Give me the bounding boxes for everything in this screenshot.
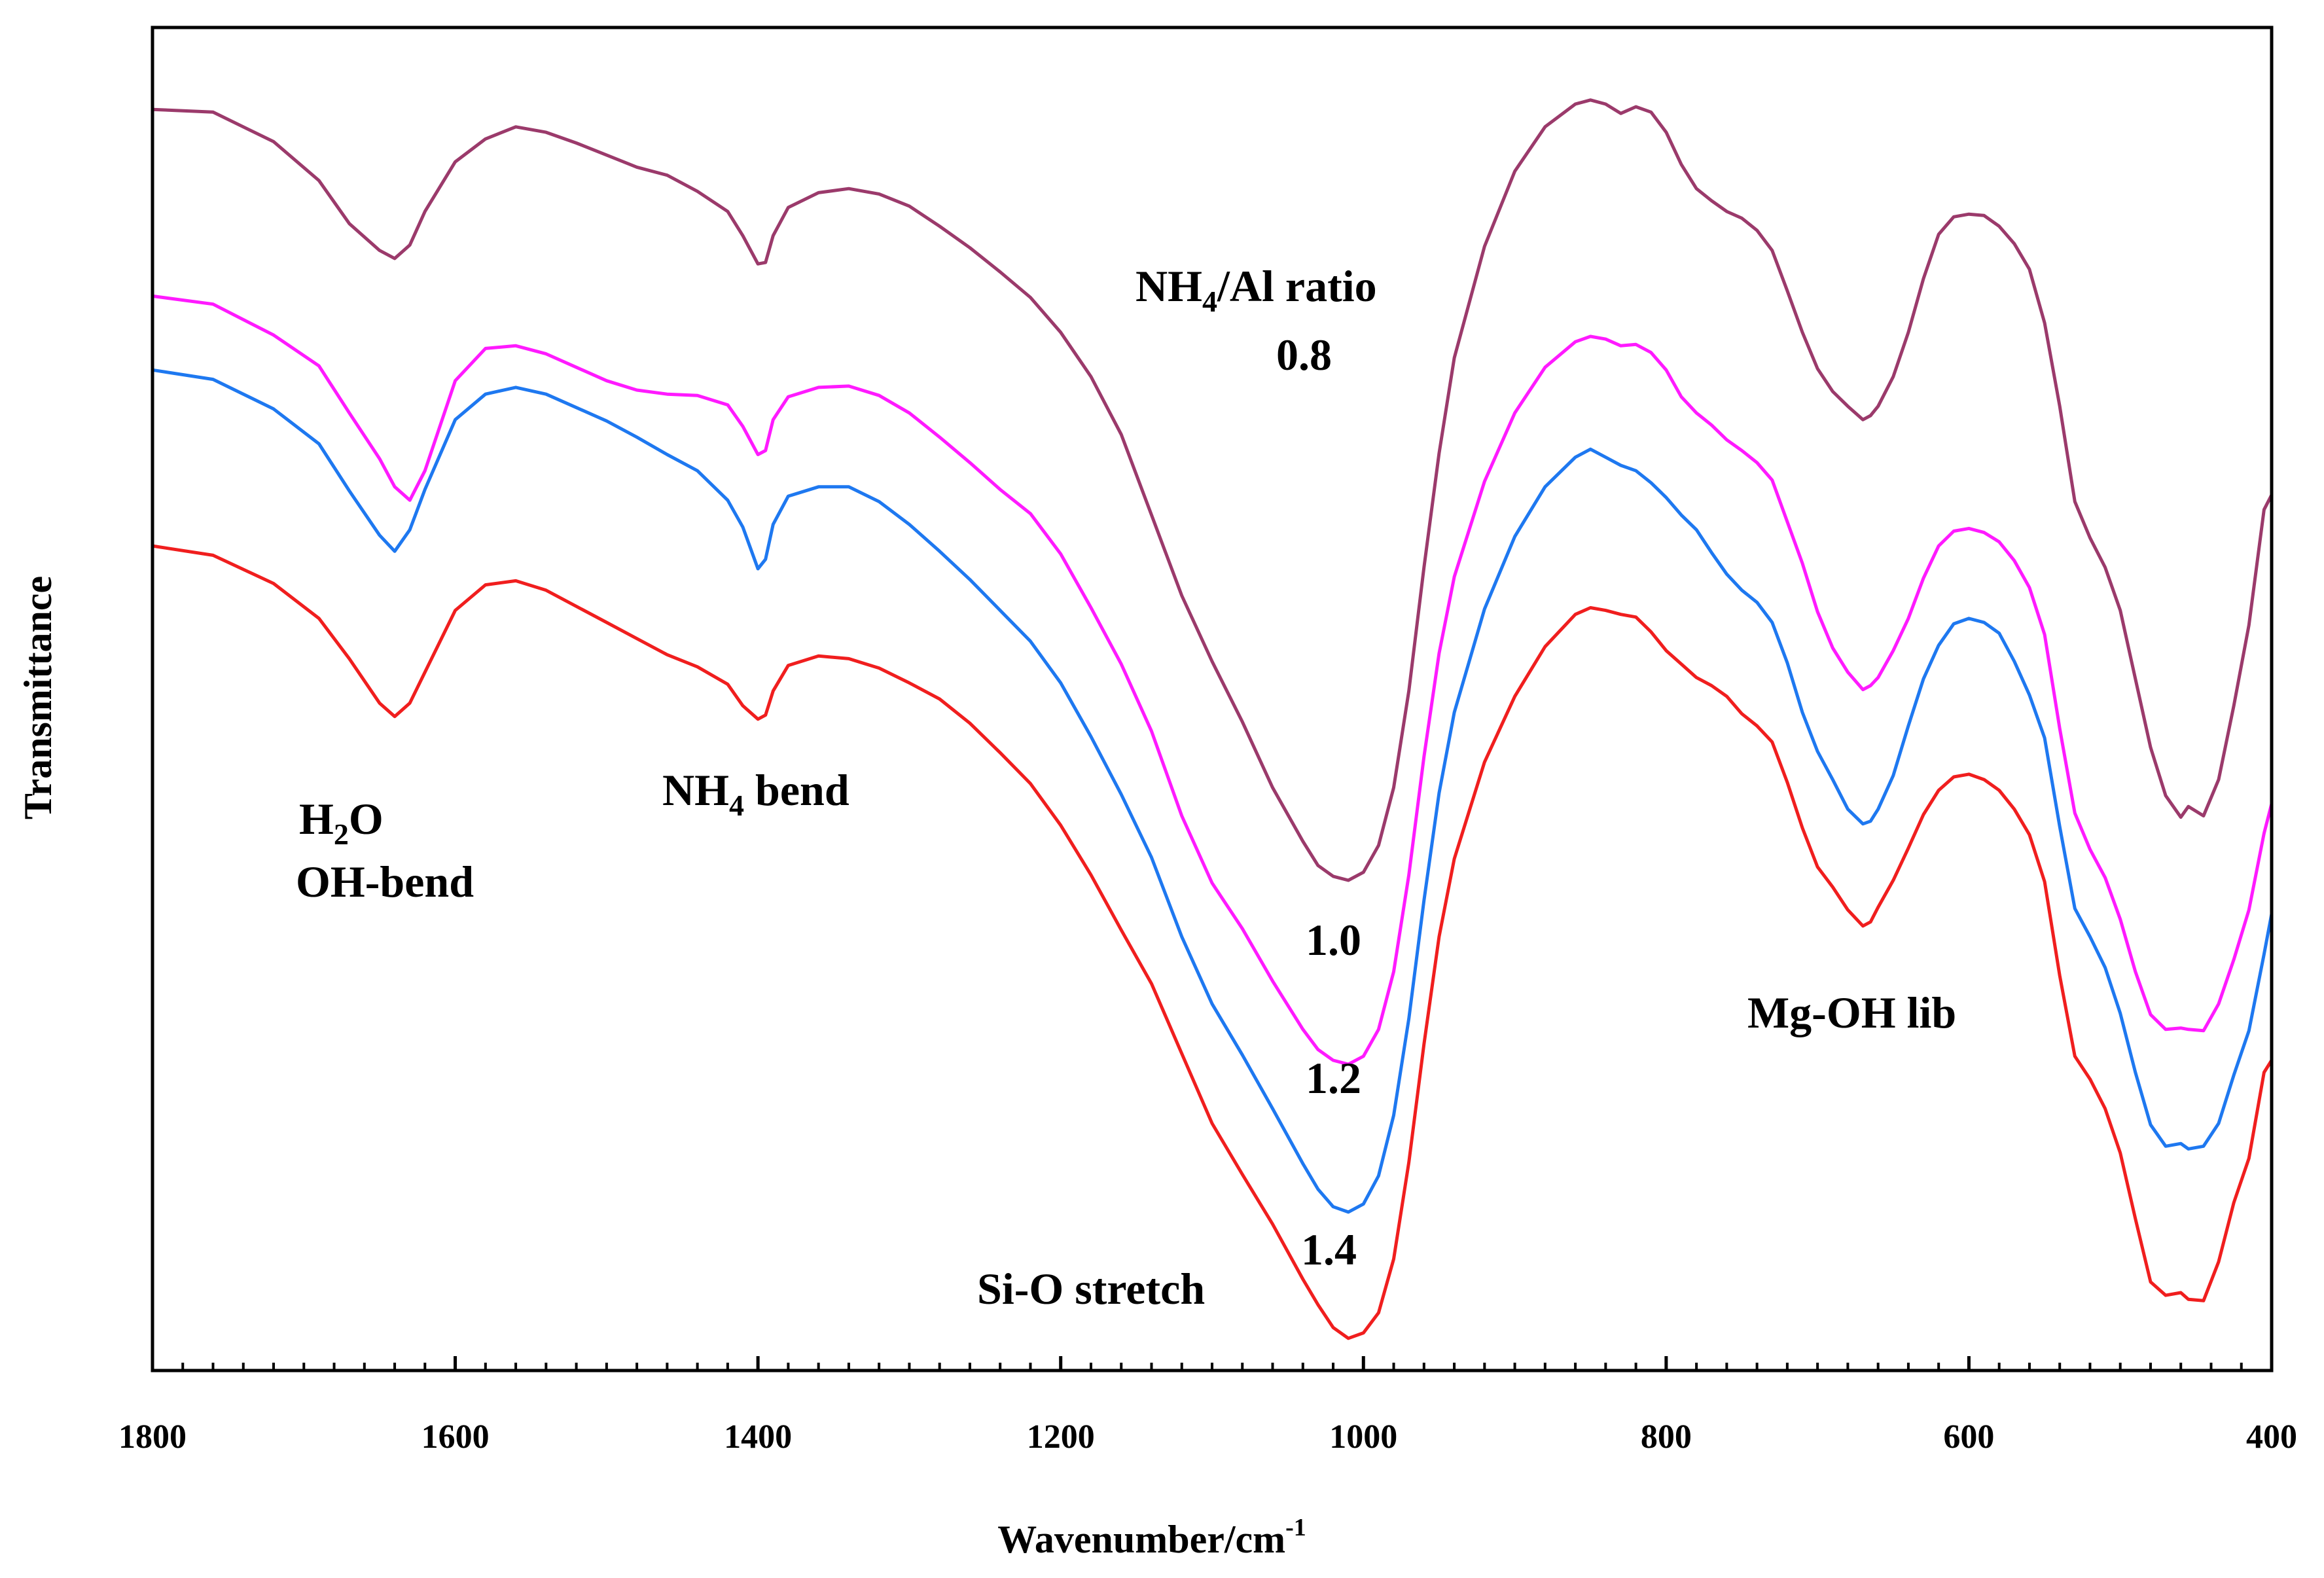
series-line-0-8	[152, 98, 2274, 882]
series-line-1-4	[152, 544, 2274, 1340]
ratio-title-subscript: 4	[1202, 285, 1217, 318]
x-tick-label: 800	[1641, 1418, 1692, 1456]
x-tick-label: 1200	[1027, 1418, 1095, 1456]
ratio-title-annotation: NH4/Al ratio	[1135, 261, 1377, 318]
x-tick-label: 600	[1943, 1418, 1994, 1456]
series-label-1-4: 1.4	[1301, 1225, 1357, 1274]
x-tick-label: 1800	[118, 1418, 187, 1456]
h2o-rest: O	[349, 794, 384, 844]
nh4-bend-subscript: 4	[729, 789, 744, 822]
x-axis-title-text: Wavenumber/cm	[997, 1518, 1285, 1561]
h2o-annotation: H2O	[299, 794, 384, 851]
x-tick-label: 1400	[724, 1418, 792, 1456]
series-layer	[152, 98, 2274, 1340]
x-axis-title: Wavenumber/cm-1	[997, 1514, 1306, 1561]
x-axis-ticks: 1800 1600 1400 1200 1000 800 600 400	[118, 1356, 2297, 1456]
series-label-1-2: 1.2	[1306, 1053, 1361, 1103]
y-axis-title: Transmittance	[16, 576, 60, 819]
si-o-stretch-annotation: Si-O stretch	[977, 1264, 1205, 1314]
series-label-0-8: 0.8	[1276, 330, 1332, 380]
mg-oh-lib-annotation: Mg-OH lib	[1747, 988, 1956, 1037]
nh4-bend-main: NH	[662, 765, 729, 815]
x-tick-label: 1600	[421, 1418, 490, 1456]
plot-frame	[151, 26, 2274, 1372]
x-axis-title-superscript: -1	[1285, 1514, 1306, 1541]
series-label-1-0: 1.0	[1306, 915, 1361, 965]
x-tick-label: 1000	[1329, 1418, 1397, 1456]
h2o-subscript: 2	[334, 817, 349, 851]
series-line-1-0	[152, 294, 2274, 1066]
h2o-main: H	[299, 794, 334, 844]
oh-bend-annotation: OH-bend	[296, 857, 474, 906]
nh4-bend-rest: bend	[744, 765, 849, 815]
ratio-title-main: NH	[1135, 261, 1202, 311]
x-tick-label: 400	[2246, 1418, 2297, 1456]
nh4-bend-annotation: NH4 bend	[662, 765, 849, 822]
series-line-1-2	[152, 368, 2274, 1214]
ratio-title-rest: /Al ratio	[1217, 261, 1377, 311]
